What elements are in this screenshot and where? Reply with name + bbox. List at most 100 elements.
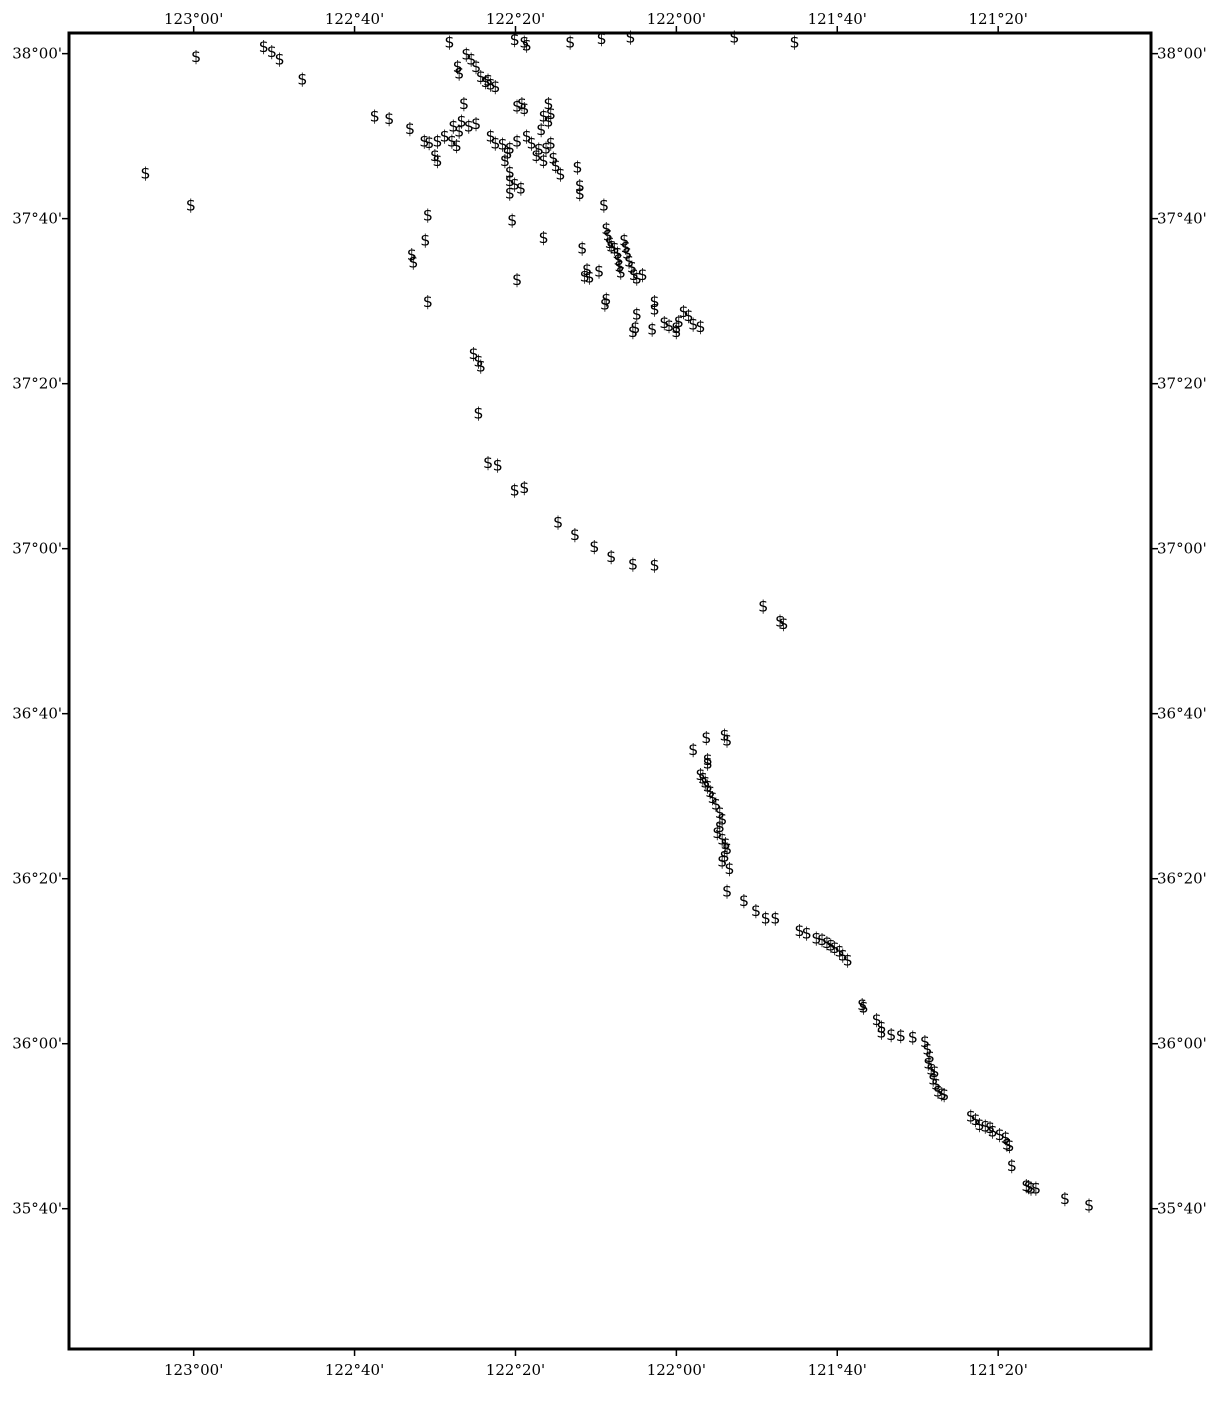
station-marker: $ bbox=[1000, 1128, 1010, 1147]
station-marker: $ bbox=[859, 998, 869, 1017]
station-marker: $ bbox=[647, 319, 657, 338]
station-marker: $ bbox=[505, 139, 515, 158]
station-marker: $ bbox=[531, 146, 541, 165]
station-marker: $ bbox=[703, 750, 713, 769]
station-marker: $ bbox=[802, 923, 812, 942]
station-marker: $ bbox=[510, 174, 520, 193]
station-marker: $ bbox=[790, 32, 800, 51]
station-marker: $ bbox=[922, 1040, 932, 1059]
station-marker: $ bbox=[966, 1106, 976, 1125]
longitude-label-top: 122°00' bbox=[647, 10, 706, 28]
station-marker: $ bbox=[471, 57, 481, 76]
station-marker: $ bbox=[1024, 1177, 1034, 1196]
latitude-label-left: 37°40' bbox=[12, 210, 62, 228]
station-marker: $ bbox=[971, 1110, 981, 1129]
longitude-label-top: 123°00' bbox=[164, 10, 223, 28]
latitude-label-left: 37°20' bbox=[12, 375, 62, 393]
station-marker: $ bbox=[987, 1121, 997, 1140]
station-marker: $ bbox=[933, 1082, 943, 1101]
station-marker: $ bbox=[739, 891, 749, 910]
station-marker: $ bbox=[543, 111, 553, 130]
station-marker: $ bbox=[775, 611, 785, 630]
latitude-label-left: 38°00' bbox=[12, 45, 62, 63]
longitude-label-top: 121°40' bbox=[808, 10, 867, 28]
station-marker: $ bbox=[701, 728, 711, 747]
station-marker: $ bbox=[664, 316, 674, 335]
latitude-label-right: 36°20' bbox=[1157, 870, 1207, 888]
station-marker: $ bbox=[541, 139, 551, 158]
station-marker: $ bbox=[432, 131, 442, 150]
station-marker: $ bbox=[546, 104, 556, 123]
station-marker: $ bbox=[447, 131, 457, 150]
station-marker: $ bbox=[601, 290, 611, 309]
station-marker: $ bbox=[596, 29, 606, 48]
station-marker: $ bbox=[517, 94, 527, 113]
station-marker: $ bbox=[613, 250, 623, 269]
station-markers: $$$$$$$$ $$$$$$$$$$$$$$$$$$$$$$$$$$$$$$$$… bbox=[140, 27, 1094, 1214]
station-marker: $ bbox=[476, 67, 486, 86]
station-marker: $ bbox=[722, 839, 732, 858]
map-frame bbox=[67, 31, 1153, 1351]
longitude-label-bottom: 123°00' bbox=[164, 1361, 223, 1379]
station-marker: $ bbox=[619, 230, 629, 249]
station-marker: $ bbox=[761, 908, 771, 927]
station-marker: $ bbox=[830, 938, 840, 957]
station-marker: $ bbox=[1004, 1136, 1014, 1155]
station-marker: $ bbox=[526, 134, 536, 153]
latitude-label-left: 37°00' bbox=[12, 540, 62, 558]
station-marker: $ bbox=[811, 928, 821, 947]
station-marker: $ bbox=[688, 740, 698, 759]
station-marker: $ bbox=[671, 318, 681, 337]
station-marker: $ bbox=[707, 788, 717, 807]
station-marker: $ bbox=[650, 556, 660, 575]
latitude-label-right: 36°00' bbox=[1157, 1035, 1207, 1053]
station-marker: $ bbox=[621, 238, 631, 257]
latitude-label-left: 36°40' bbox=[12, 705, 62, 723]
station-marker: $ bbox=[995, 1125, 1005, 1144]
longitude-label-top: 121°20' bbox=[969, 10, 1028, 28]
station-marker: $ bbox=[490, 77, 500, 96]
station-marker: $ bbox=[539, 228, 549, 247]
station-marker: $ bbox=[695, 765, 705, 784]
station-marker: $ bbox=[622, 244, 632, 263]
station-marker: $ bbox=[627, 258, 637, 277]
station-marker: $ bbox=[770, 908, 780, 927]
station-marker: $ bbox=[483, 453, 493, 472]
station-marker: $ bbox=[473, 352, 483, 371]
station-marker: $ bbox=[555, 164, 565, 183]
station-marker: $ bbox=[297, 69, 307, 88]
station-marker: $ bbox=[565, 32, 575, 51]
station-marker: $ bbox=[606, 237, 616, 256]
latitude-label-right: 38°00' bbox=[1157, 45, 1207, 63]
latitude-label-right: 37°00' bbox=[1157, 540, 1207, 558]
station-marker: $ bbox=[614, 257, 624, 276]
station-marker: $ bbox=[724, 859, 734, 878]
station-marker: $ bbox=[715, 803, 725, 822]
station-marker: $ bbox=[683, 306, 693, 325]
station-marker: $ bbox=[717, 809, 727, 828]
station-marker: $ bbox=[720, 847, 730, 866]
station-marker: $ bbox=[705, 782, 715, 801]
station-marker: $ bbox=[505, 183, 515, 202]
station-marker: $ bbox=[628, 322, 638, 341]
latitude-label-right: 36°40' bbox=[1157, 705, 1207, 723]
longitude-label-bottom: 122°00' bbox=[647, 1361, 706, 1379]
station-marker: $ bbox=[632, 305, 642, 324]
station-marker: $ bbox=[985, 1118, 995, 1137]
station-marker: $ bbox=[510, 480, 520, 499]
station-marker: $ bbox=[476, 357, 486, 376]
station-marker: $ bbox=[259, 37, 269, 56]
station-marker: $ bbox=[600, 295, 610, 314]
station-marker: $ bbox=[671, 322, 681, 341]
station-marker: $ bbox=[601, 219, 611, 238]
station-marker: $ bbox=[834, 942, 844, 961]
station-marker: $ bbox=[267, 42, 277, 61]
station-marker: $ bbox=[512, 131, 522, 150]
station-marker: $ bbox=[500, 151, 510, 170]
station-marker: $ bbox=[679, 302, 689, 321]
station-marker: $ bbox=[512, 270, 522, 289]
station-marker: $ bbox=[553, 512, 563, 531]
station-marker: $ bbox=[473, 404, 483, 423]
station-marker: $ bbox=[466, 50, 476, 69]
latitude-label-right: 37°40' bbox=[1157, 210, 1207, 228]
